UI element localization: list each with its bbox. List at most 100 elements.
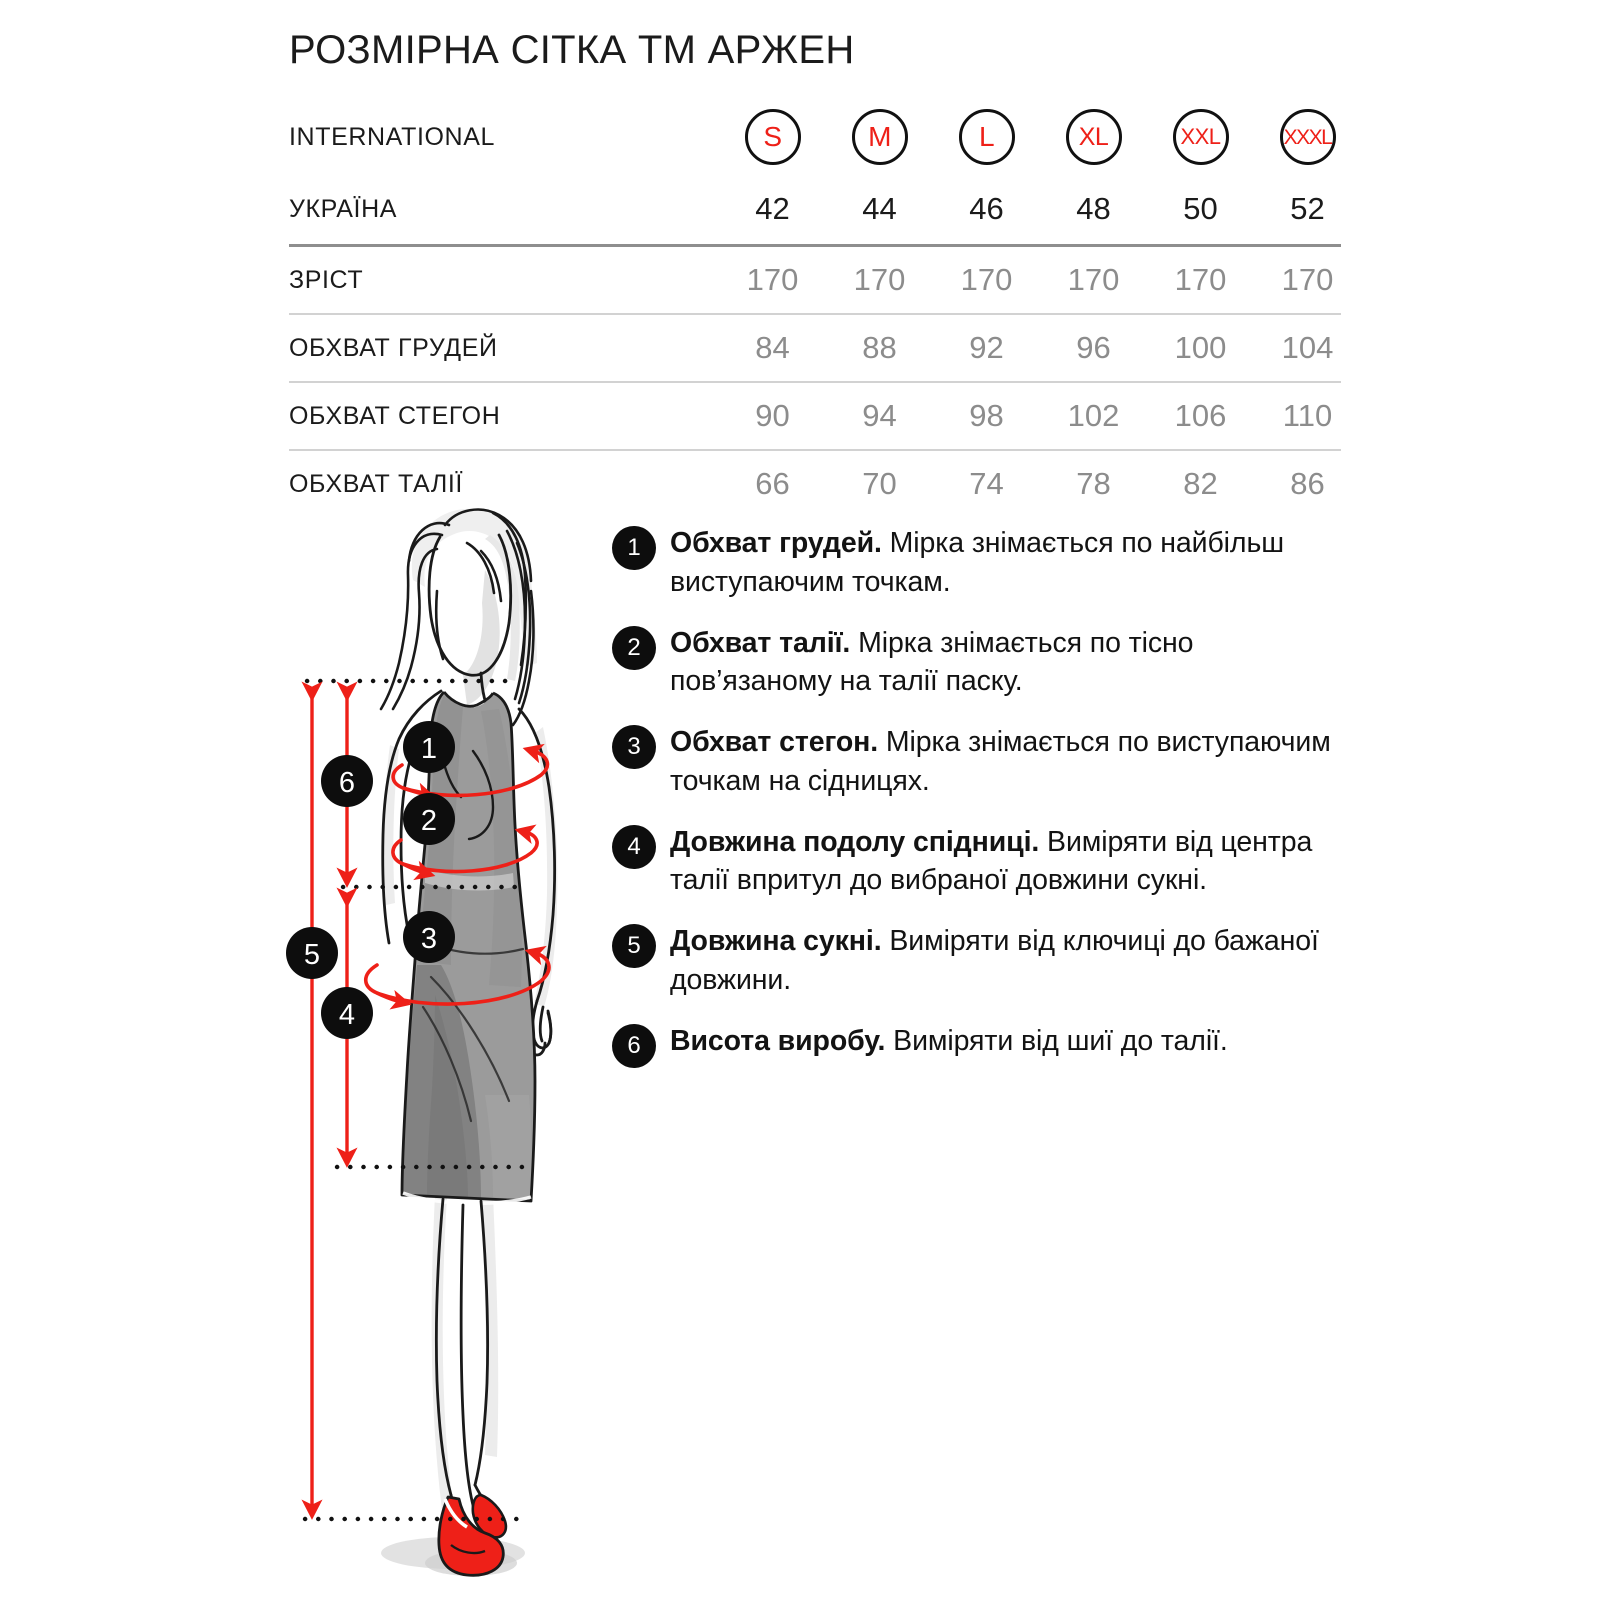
measure-cell: 170 xyxy=(746,262,799,297)
measure-cell: 78 xyxy=(1076,466,1111,501)
measure-cell: 170 xyxy=(960,262,1013,297)
measure-cell: 88 xyxy=(862,330,897,365)
size-cell-s: S xyxy=(719,100,826,174)
ua-size-cell: 48 xyxy=(1076,191,1111,226)
legend-item-hips: 3 Обхват стегон. Мірка знімається по вис… xyxy=(612,723,1342,801)
figure-marker-label-4: 4 xyxy=(339,999,355,1031)
measure-cell: 100 xyxy=(1174,330,1227,365)
legend-number-badge-3: 3 xyxy=(612,725,656,769)
measure-cell: 170 xyxy=(1174,262,1227,297)
table-row-hips: ОБХВАТ СТЕГОН 90 94 98 102 106 110 xyxy=(289,383,1341,449)
legend-item-waist: 2 Обхват талії. Мірка знімається по тісн… xyxy=(612,624,1342,702)
legend-term-2: Обхват талії. xyxy=(670,626,851,659)
measure-cell: 170 xyxy=(853,262,906,297)
legend-text-3: Обхват стегон. Мірка знімається по висту… xyxy=(670,723,1342,801)
legend-item-bust: 1 Обхват грудей. Мірка знімається по най… xyxy=(612,524,1342,602)
arrow-bust-circumference xyxy=(391,743,550,798)
measure-cell: 98 xyxy=(969,398,1004,433)
row-label-international: INTERNATIONAL xyxy=(289,122,495,151)
figure-marker-6: 6 xyxy=(321,755,373,807)
legend-text-5: Довжина сукні. Виміряти від ключиці до б… xyxy=(670,922,1342,1000)
figure-marker-label-3: 3 xyxy=(421,923,437,955)
figure-marker-5: 5 xyxy=(286,927,338,979)
size-badge-xxxl: XXXL xyxy=(1279,109,1336,165)
measurement-figure-illustration: 1 2 3 4 5 6 xyxy=(285,495,615,1590)
measure-cell: 104 xyxy=(1281,330,1334,365)
size-badge-l: L xyxy=(958,109,1015,165)
legend-desc-3: Мірка знімається по виступаючим точкам н… xyxy=(670,726,1331,797)
measure-cell: 74 xyxy=(969,466,1004,501)
legend-desc-6: Виміряти від шиї до талії. xyxy=(885,1024,1228,1057)
legend-desc-4: Виміряти від центра талії впритул до виб… xyxy=(670,825,1313,897)
size-badge-xl: XL xyxy=(1065,109,1122,165)
legend-number-badge-5: 5 xyxy=(612,924,656,968)
arrow-waist-circumference xyxy=(391,824,539,874)
ukraine-size-cells: 42 44 46 48 50 52 xyxy=(719,191,1361,227)
size-badge-s: S xyxy=(744,109,801,165)
measurement-legend: 1 Обхват грудей. Мірка знімається по най… xyxy=(612,524,1342,1090)
row-label-waist: ОБХВАТ ТАЛІЇ xyxy=(289,469,463,498)
figure-head-hair xyxy=(379,508,537,727)
figure-shoes xyxy=(437,1493,508,1577)
size-badge-label-l: L xyxy=(978,121,995,152)
international-size-cells: S M L XL XXL xyxy=(719,100,1361,174)
row-label-ukraine: УКРАЇНА xyxy=(289,194,397,223)
size-cell-m: M xyxy=(826,100,933,174)
size-badge-label-s: S xyxy=(763,121,782,152)
measure-cell: 90 xyxy=(755,398,790,433)
measure-cell: 84 xyxy=(755,330,790,365)
table-row-height: ЗРІСТ 170 170 170 170 170 170 xyxy=(289,247,1341,313)
table-row-ukraine: УКРАЇНА 42 44 46 48 50 52 xyxy=(289,174,1341,244)
arrow-waist-tip xyxy=(401,860,436,881)
legend-text-1: Обхват грудей. Мірка знімається по найбі… xyxy=(670,524,1342,602)
legend-desc-5: Виміряти від ключиці до бажаної довжини. xyxy=(670,925,1319,996)
measure-cell: 106 xyxy=(1174,398,1227,433)
figure-marker-label-2: 2 xyxy=(421,805,437,837)
arrow-hips-tip xyxy=(375,989,412,1010)
legend-term-4: Довжина подолу спідниці. xyxy=(670,825,1040,858)
legend-item-product-height: 6 Висота виробу. Виміряти від шиї до тал… xyxy=(612,1022,1342,1068)
measure-cell: 66 xyxy=(755,466,790,501)
size-cell-xl: XL xyxy=(1040,100,1147,174)
legend-number-badge-2: 2 xyxy=(612,625,656,670)
legend-term-3: Обхват стегон. xyxy=(670,726,879,758)
legend-number-badge-1: 1 xyxy=(612,526,656,570)
table-row-bust: ОБХВАТ ГРУДЕЙ 84 88 92 96 100 104 xyxy=(289,315,1341,381)
arrow-hips-circumference xyxy=(363,945,551,1006)
row-label-hips: ОБХВАТ СТЕГОН xyxy=(289,401,501,430)
measure-cell: 82 xyxy=(1183,466,1218,501)
hips-value-cells: 90 94 98 102 106 110 xyxy=(719,398,1361,434)
vertical-measure-arrows xyxy=(301,681,358,1520)
measure-cell: 170 xyxy=(1281,262,1334,297)
measure-cell: 70 xyxy=(862,466,897,501)
table-divider-light xyxy=(289,449,1341,451)
figure-marker-label-1: 1 xyxy=(421,733,437,765)
page-title: РОЗМІРНА СІТКА ТМ АРЖЕН xyxy=(289,28,855,72)
size-badge-label-m: M xyxy=(868,121,891,152)
legend-text-2: Обхват талії. Мірка знімається по тісно … xyxy=(670,624,1342,702)
measure-cell: 86 xyxy=(1290,466,1325,501)
figure-marker-label-6: 6 xyxy=(339,767,355,799)
ua-size-cell: 50 xyxy=(1183,191,1218,226)
legend-item-dress-length: 5 Довжина сукні. Виміряти від ключиці до… xyxy=(612,922,1342,1000)
height-value-cells: 170 170 170 170 170 170 xyxy=(719,262,1361,298)
legend-term-6: Висота виробу. xyxy=(670,1024,886,1057)
measure-cell: 102 xyxy=(1067,398,1120,433)
row-label-bust: ОБХВАТ ГРУДЕЙ xyxy=(289,333,498,362)
measure-cell: 92 xyxy=(969,330,1004,365)
fashion-figure-svg: 1 2 3 4 5 6 xyxy=(286,508,558,1577)
size-chart-table: INTERNATIONAL S M L XL xyxy=(289,100,1341,517)
size-cell-xxxl: XXXL xyxy=(1254,100,1361,174)
table-row-waist: ОБХВАТ ТАЛІЇ 66 70 74 78 82 86 xyxy=(289,451,1341,517)
size-cell-l: L xyxy=(933,100,1040,174)
table-divider-light xyxy=(289,313,1341,315)
circumference-arrows xyxy=(363,743,551,1010)
table-divider-light xyxy=(289,381,1341,383)
legend-text-6: Висота виробу. Виміряти від шиї до талії… xyxy=(670,1022,1342,1061)
figure-marker-label-5: 5 xyxy=(304,939,320,971)
legend-term-1: Обхват грудей. xyxy=(670,527,882,559)
measurement-guide-lines xyxy=(302,678,530,1522)
legend-term-5: Довжина сукні. xyxy=(670,925,882,957)
ua-size-cell: 52 xyxy=(1290,191,1325,226)
size-badge-label-xl: XL xyxy=(1078,122,1109,151)
